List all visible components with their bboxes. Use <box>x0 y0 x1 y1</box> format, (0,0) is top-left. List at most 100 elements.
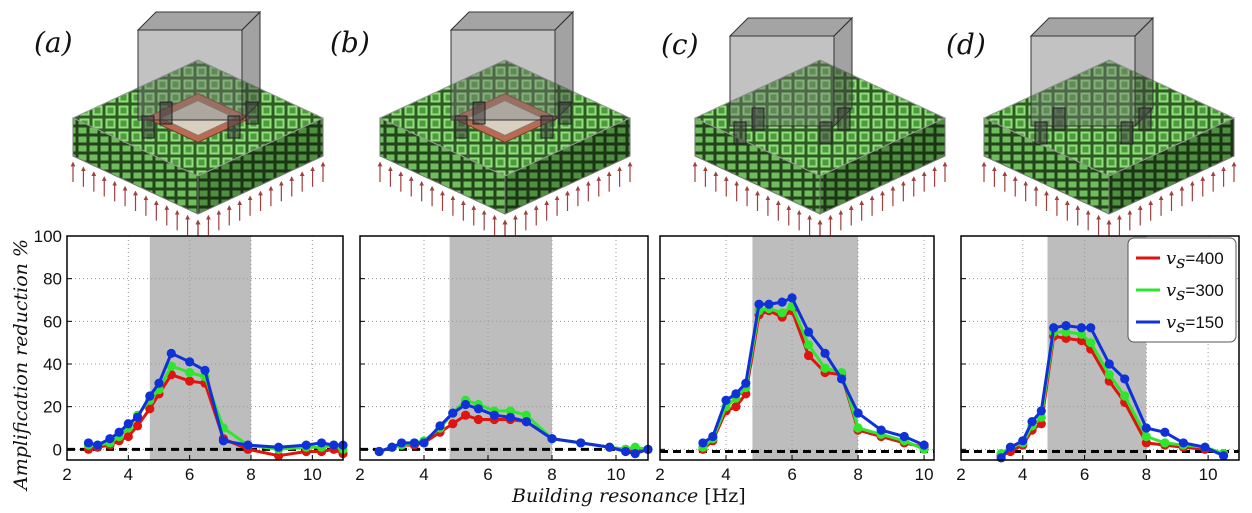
panel-label-4: (d) <box>946 28 986 61</box>
data-point-v_s=300 <box>185 367 195 378</box>
x-tick-label: 2 <box>655 465 664 484</box>
x-tick-label: 10 <box>1199 465 1218 484</box>
data-point-v_s=150 <box>1086 323 1096 333</box>
data-point-v_s=150 <box>185 357 195 367</box>
panel-b-illustration <box>377 10 633 240</box>
source-arrows <box>692 161 948 240</box>
data-point-v_s=150 <box>803 327 814 337</box>
plot-frame <box>359 235 649 461</box>
chart-panel-3: 2 4 6 8 10 <box>655 235 935 484</box>
x-tick-label: 8 <box>547 465 556 484</box>
x-tick-label: 6 <box>185 465 194 484</box>
data-point-v_s=150 <box>876 425 886 435</box>
data-point-v_s=400 <box>132 421 143 431</box>
legend: vs=400 vs=300 vs=150 <box>1127 237 1237 343</box>
data-point-v_s=150 <box>473 404 483 414</box>
data-point-v_s=150 <box>218 436 228 446</box>
x-tick-label: 6 <box>483 465 492 484</box>
plot-frame <box>66 235 344 461</box>
series-line-v_s=300 <box>701 304 925 451</box>
data-point-v_s=150 <box>836 374 847 384</box>
data-point-v_s=150 <box>505 412 515 422</box>
data-point-v_s=150 <box>919 440 929 450</box>
data-point-v_s=150 <box>1160 427 1170 437</box>
x-tick-label: 2 <box>62 465 71 484</box>
data-point-v_s=400 <box>461 410 471 420</box>
data-point-v_s=150 <box>419 438 429 448</box>
x-tick-label: 4 <box>721 465 730 484</box>
data-point-v_s=150 <box>123 419 133 429</box>
plate-inner <box>159 100 237 136</box>
data-point-v_s=150 <box>200 365 210 375</box>
data-point-v_s=150 <box>316 438 327 448</box>
panel-a-illustration <box>70 10 326 240</box>
x-tick-label: 10 <box>303 465 322 484</box>
data-point-v_s=150 <box>329 440 339 450</box>
data-point-v_s=150 <box>1120 374 1130 384</box>
data-point-v_s=150 <box>754 299 764 309</box>
data-point-v_s=300 <box>820 363 830 373</box>
y-tick-label: 40 <box>43 355 62 374</box>
x-tick-label: 10 <box>915 465 934 484</box>
block-top-face <box>693 59 947 177</box>
data-point-v_s=150 <box>853 408 863 418</box>
data-point-v_s=150 <box>1049 323 1059 333</box>
y-tick-label: 60 <box>43 312 62 331</box>
data-point-v_s=150 <box>301 440 311 450</box>
data-point-v_s=150 <box>274 442 284 452</box>
building <box>449 10 575 139</box>
data-point-v_s=150 <box>521 417 532 427</box>
data-point-v_s=150 <box>387 442 397 452</box>
data-point-v_s=150 <box>93 440 103 450</box>
data-point-v_s=150 <box>409 438 419 448</box>
x-tick-label: 4 <box>1018 465 1027 484</box>
panel-d-illustration <box>981 16 1237 240</box>
y-axis-label: Amplification reduction % <box>10 239 32 492</box>
shaded-band <box>149 236 251 460</box>
data-point-v_s=150 <box>435 421 445 431</box>
legend-entry-1: vs=400 <box>1166 248 1224 273</box>
panel-label-2: (b) <box>330 26 370 59</box>
data-point-v_s=150 <box>605 442 615 452</box>
x-tick-label: 2 <box>355 465 364 484</box>
data-point-v_s=300 <box>1120 391 1130 401</box>
data-point-v_s=150 <box>621 446 631 457</box>
data-point-v_s=150 <box>547 434 557 444</box>
data-point-v_s=150 <box>708 431 718 442</box>
block-top-face <box>982 59 1236 177</box>
x-axis-label: Building resonance [Hz] <box>511 485 746 507</box>
building <box>1029 16 1155 145</box>
y-tick-label: 80 <box>43 270 62 289</box>
data-point-v_s=150 <box>1027 417 1037 427</box>
x-tick-label: 8 <box>246 465 255 484</box>
data-point-v_s=400 <box>448 419 458 429</box>
series-line-v_s=150 <box>1000 324 1225 459</box>
data-point-v_s=150 <box>1141 423 1151 433</box>
data-point-v_s=300 <box>505 406 515 416</box>
data-point-v_s=400 <box>123 431 133 442</box>
data-point-v_s=150 <box>1218 451 1229 461</box>
x-tick-label: 10 <box>607 465 626 484</box>
chart-panel-2: 2 4 6 8 10 <box>355 235 653 484</box>
x-tick-label: 8 <box>1142 465 1151 484</box>
data-point-v_s=150 <box>166 348 176 358</box>
data-point-v_s=150 <box>630 449 640 459</box>
data-point-v_s=300 <box>1076 329 1087 339</box>
data-point-v_s=400 <box>731 402 741 412</box>
data-point-v_s=150 <box>1061 321 1071 331</box>
data-point-v_s=300 <box>1086 338 1096 348</box>
data-point-v_s=150 <box>1076 323 1087 333</box>
x-tick-label: 2 <box>956 465 965 484</box>
series-line-v_s=150 <box>702 296 925 447</box>
legend-box <box>1127 237 1237 343</box>
x-axis-label-text: Building resonance <box>511 485 698 507</box>
data-point-v_s=150 <box>698 438 708 448</box>
data-point-v_s=400 <box>1141 438 1151 448</box>
building <box>728 16 854 145</box>
x-tick-label: 4 <box>419 465 428 484</box>
data-point-v_s=300 <box>166 361 176 371</box>
y-tick-label: 0 <box>53 440 62 459</box>
data-point-v_s=400 <box>803 350 814 361</box>
